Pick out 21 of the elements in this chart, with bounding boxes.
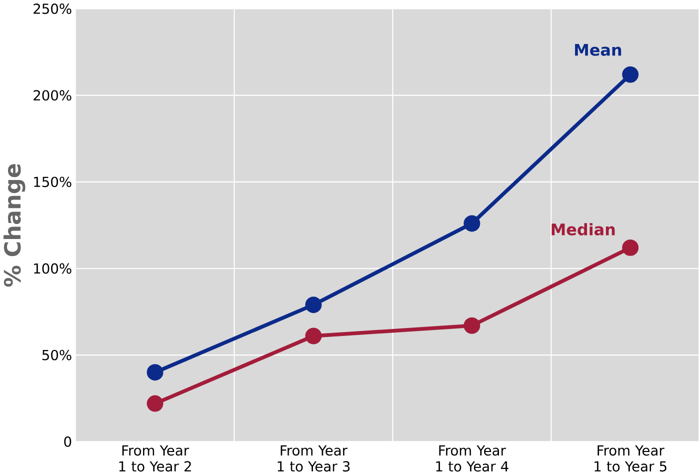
point	[622, 239, 639, 256]
y-tick-label: 50%	[42, 350, 72, 360]
x-tick-label: From Year 1 to Year 3	[278, 445, 350, 472]
y-axis-title: % Change	[4, 164, 26, 287]
x-tick-label: From Year 1 to Year 5	[594, 445, 666, 472]
point	[305, 328, 322, 344]
point	[146, 364, 164, 381]
point	[146, 395, 164, 412]
x-tick-label: From Year 1 to Year 4	[436, 445, 508, 472]
point	[464, 317, 480, 334]
y-tick-label: 200%	[34, 90, 72, 101]
series-label: Mean	[575, 44, 622, 56]
point	[464, 215, 480, 232]
x-tick-label: From Year 1 to Year 2	[119, 445, 191, 472]
point	[622, 66, 639, 83]
series-label: Median	[552, 223, 615, 236]
point	[305, 296, 322, 314]
y-tick-label: 150%	[34, 176, 72, 188]
y-tick-label: 250%	[34, 4, 72, 14]
y-tick-label: 0	[64, 436, 72, 447]
y-tick-label: 100%	[34, 263, 72, 274]
